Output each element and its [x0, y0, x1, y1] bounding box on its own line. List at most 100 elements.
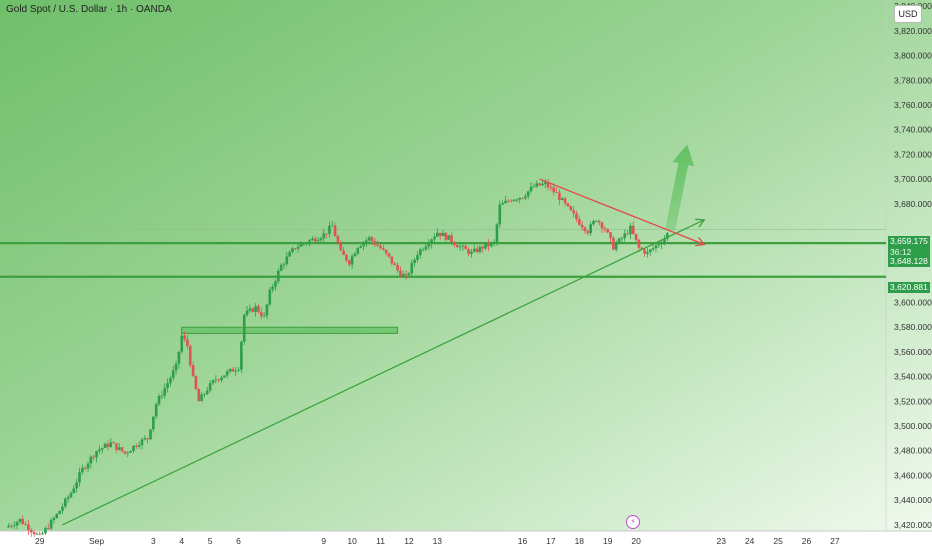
candle [438, 232, 442, 240]
candle [470, 248, 473, 258]
candle [560, 196, 564, 201]
candle [72, 484, 76, 494]
candle [592, 219, 595, 226]
candle [44, 526, 47, 535]
candle [509, 199, 513, 203]
candle [38, 531, 42, 536]
candle [49, 517, 53, 530]
candle [609, 231, 612, 242]
candle [103, 442, 107, 449]
candle [177, 351, 181, 369]
y-tick-label: 3,440.000 [894, 495, 932, 505]
y-tick-label: 3,600.000 [894, 298, 932, 308]
y-tick-label: 3,740.000 [894, 125, 932, 135]
candle [464, 242, 468, 250]
candle [305, 242, 308, 247]
candle [231, 366, 235, 372]
y-tick-label: 3,760.000 [894, 100, 932, 110]
candle [18, 518, 22, 525]
candle [81, 464, 84, 475]
candle [478, 245, 482, 254]
candle [526, 190, 530, 200]
candle [589, 221, 592, 236]
y-tick-label: 3,420.000 [894, 520, 932, 530]
candle [100, 447, 104, 454]
candle [35, 532, 39, 535]
candle [183, 331, 186, 342]
candle [586, 229, 590, 236]
candle [447, 235, 450, 240]
current-price-tag: 3,659.175 [888, 236, 930, 247]
candle [98, 445, 101, 454]
currency-button[interactable]: USD [894, 5, 922, 23]
candle [92, 454, 96, 461]
candle [365, 237, 368, 247]
candle [484, 243, 487, 251]
candle [78, 467, 81, 487]
candle [376, 240, 379, 247]
candle [29, 527, 33, 537]
candle [234, 367, 237, 376]
y-tick-label: 3,820.000 [894, 26, 932, 36]
candle [450, 232, 453, 246]
candle [27, 519, 30, 535]
candle [322, 228, 326, 243]
candle [373, 237, 377, 247]
x-tick-label: 10 [347, 536, 357, 546]
candle [228, 368, 232, 374]
candle [240, 340, 243, 374]
candle [433, 233, 436, 243]
candle [89, 455, 93, 469]
candle [69, 490, 73, 499]
candle [316, 237, 320, 242]
candle [24, 521, 27, 526]
candle [117, 443, 121, 451]
candle [171, 365, 175, 381]
candle [600, 221, 604, 233]
candle [507, 198, 510, 203]
x-tick-label: 29 [35, 536, 45, 546]
candle [46, 523, 50, 530]
candle [623, 229, 627, 242]
candle [245, 305, 249, 317]
candle [160, 391, 164, 400]
candle [475, 245, 479, 254]
candle [603, 226, 607, 233]
candle [455, 242, 459, 248]
y-tick-label: 3,500.000 [894, 421, 932, 431]
resistance-level-tag: 3,648.128 [888, 256, 930, 267]
candle [495, 222, 499, 247]
candle [137, 441, 141, 449]
candle [140, 437, 144, 450]
candle [390, 256, 394, 266]
lightning-icon[interactable]: ⚡ [626, 515, 640, 529]
x-tick-label: 11 [376, 536, 385, 546]
candle [651, 244, 655, 252]
candle [629, 222, 632, 240]
candle [543, 178, 547, 189]
candle [626, 229, 629, 236]
y-tick-label: 3,800.000 [894, 51, 932, 61]
candle [166, 378, 169, 393]
candle [563, 196, 567, 207]
candle [597, 219, 601, 226]
candle [223, 375, 226, 378]
candle [407, 271, 411, 277]
candle [330, 221, 334, 227]
candle [174, 360, 178, 375]
candle [572, 206, 575, 218]
candle [197, 387, 201, 402]
x-tick-label: 25 [773, 536, 783, 546]
candle [612, 235, 615, 251]
candle [666, 231, 669, 242]
candle [64, 497, 67, 509]
candle [259, 307, 263, 320]
candle [379, 243, 382, 250]
candle [15, 520, 19, 530]
candle [274, 279, 277, 291]
candle [532, 183, 536, 188]
candle [242, 313, 246, 345]
